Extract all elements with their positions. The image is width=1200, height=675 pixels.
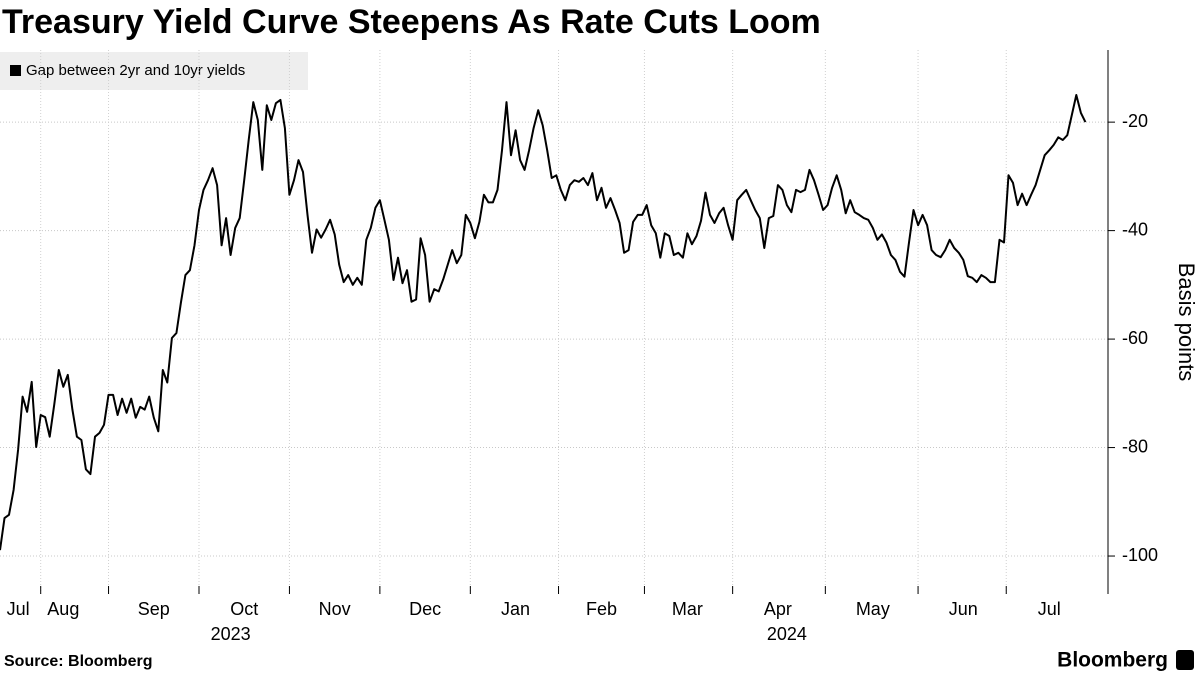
y-tick-label: -20 — [1122, 111, 1148, 131]
y-axis-label: Basis points — [1174, 263, 1199, 382]
y-tick-label: -80 — [1122, 436, 1148, 456]
x-tick-label: Jun — [949, 599, 978, 619]
x-tick-label: Mar — [672, 599, 703, 619]
year-label: 2024 — [767, 624, 807, 644]
x-tick-label: Aug — [47, 599, 79, 619]
legend-box — [0, 52, 308, 90]
x-tick-label: Jan — [501, 599, 530, 619]
y-tick-label: -60 — [1122, 328, 1148, 348]
y-tick-label: -100 — [1122, 545, 1158, 565]
x-tick-label: Dec — [409, 599, 441, 619]
y-tick-label: -40 — [1122, 219, 1148, 239]
legend-label: Gap between 2yr and 10yr yields — [26, 62, 245, 79]
x-tick-label: Nov — [319, 599, 351, 619]
year-label: 2023 — [211, 624, 251, 644]
x-tick-label: Apr — [764, 599, 792, 619]
chart-title: Treasury Yield Curve Steepens As Rate Cu… — [2, 3, 821, 41]
x-tick-label: Jul — [1038, 599, 1061, 619]
x-tick-label: May — [856, 599, 890, 619]
x-tick-label: Sep — [138, 599, 170, 619]
legend-swatch — [10, 65, 21, 76]
source: Source: Bloomberg — [4, 653, 152, 670]
series-line — [0, 94, 1087, 551]
x-tick-label: Jul — [7, 599, 30, 619]
x-tick-label: Feb — [586, 599, 617, 619]
logo-icon — [1176, 650, 1194, 670]
logo: Bloomberg — [1057, 649, 1168, 672]
x-tick-label: Oct — [230, 599, 258, 619]
